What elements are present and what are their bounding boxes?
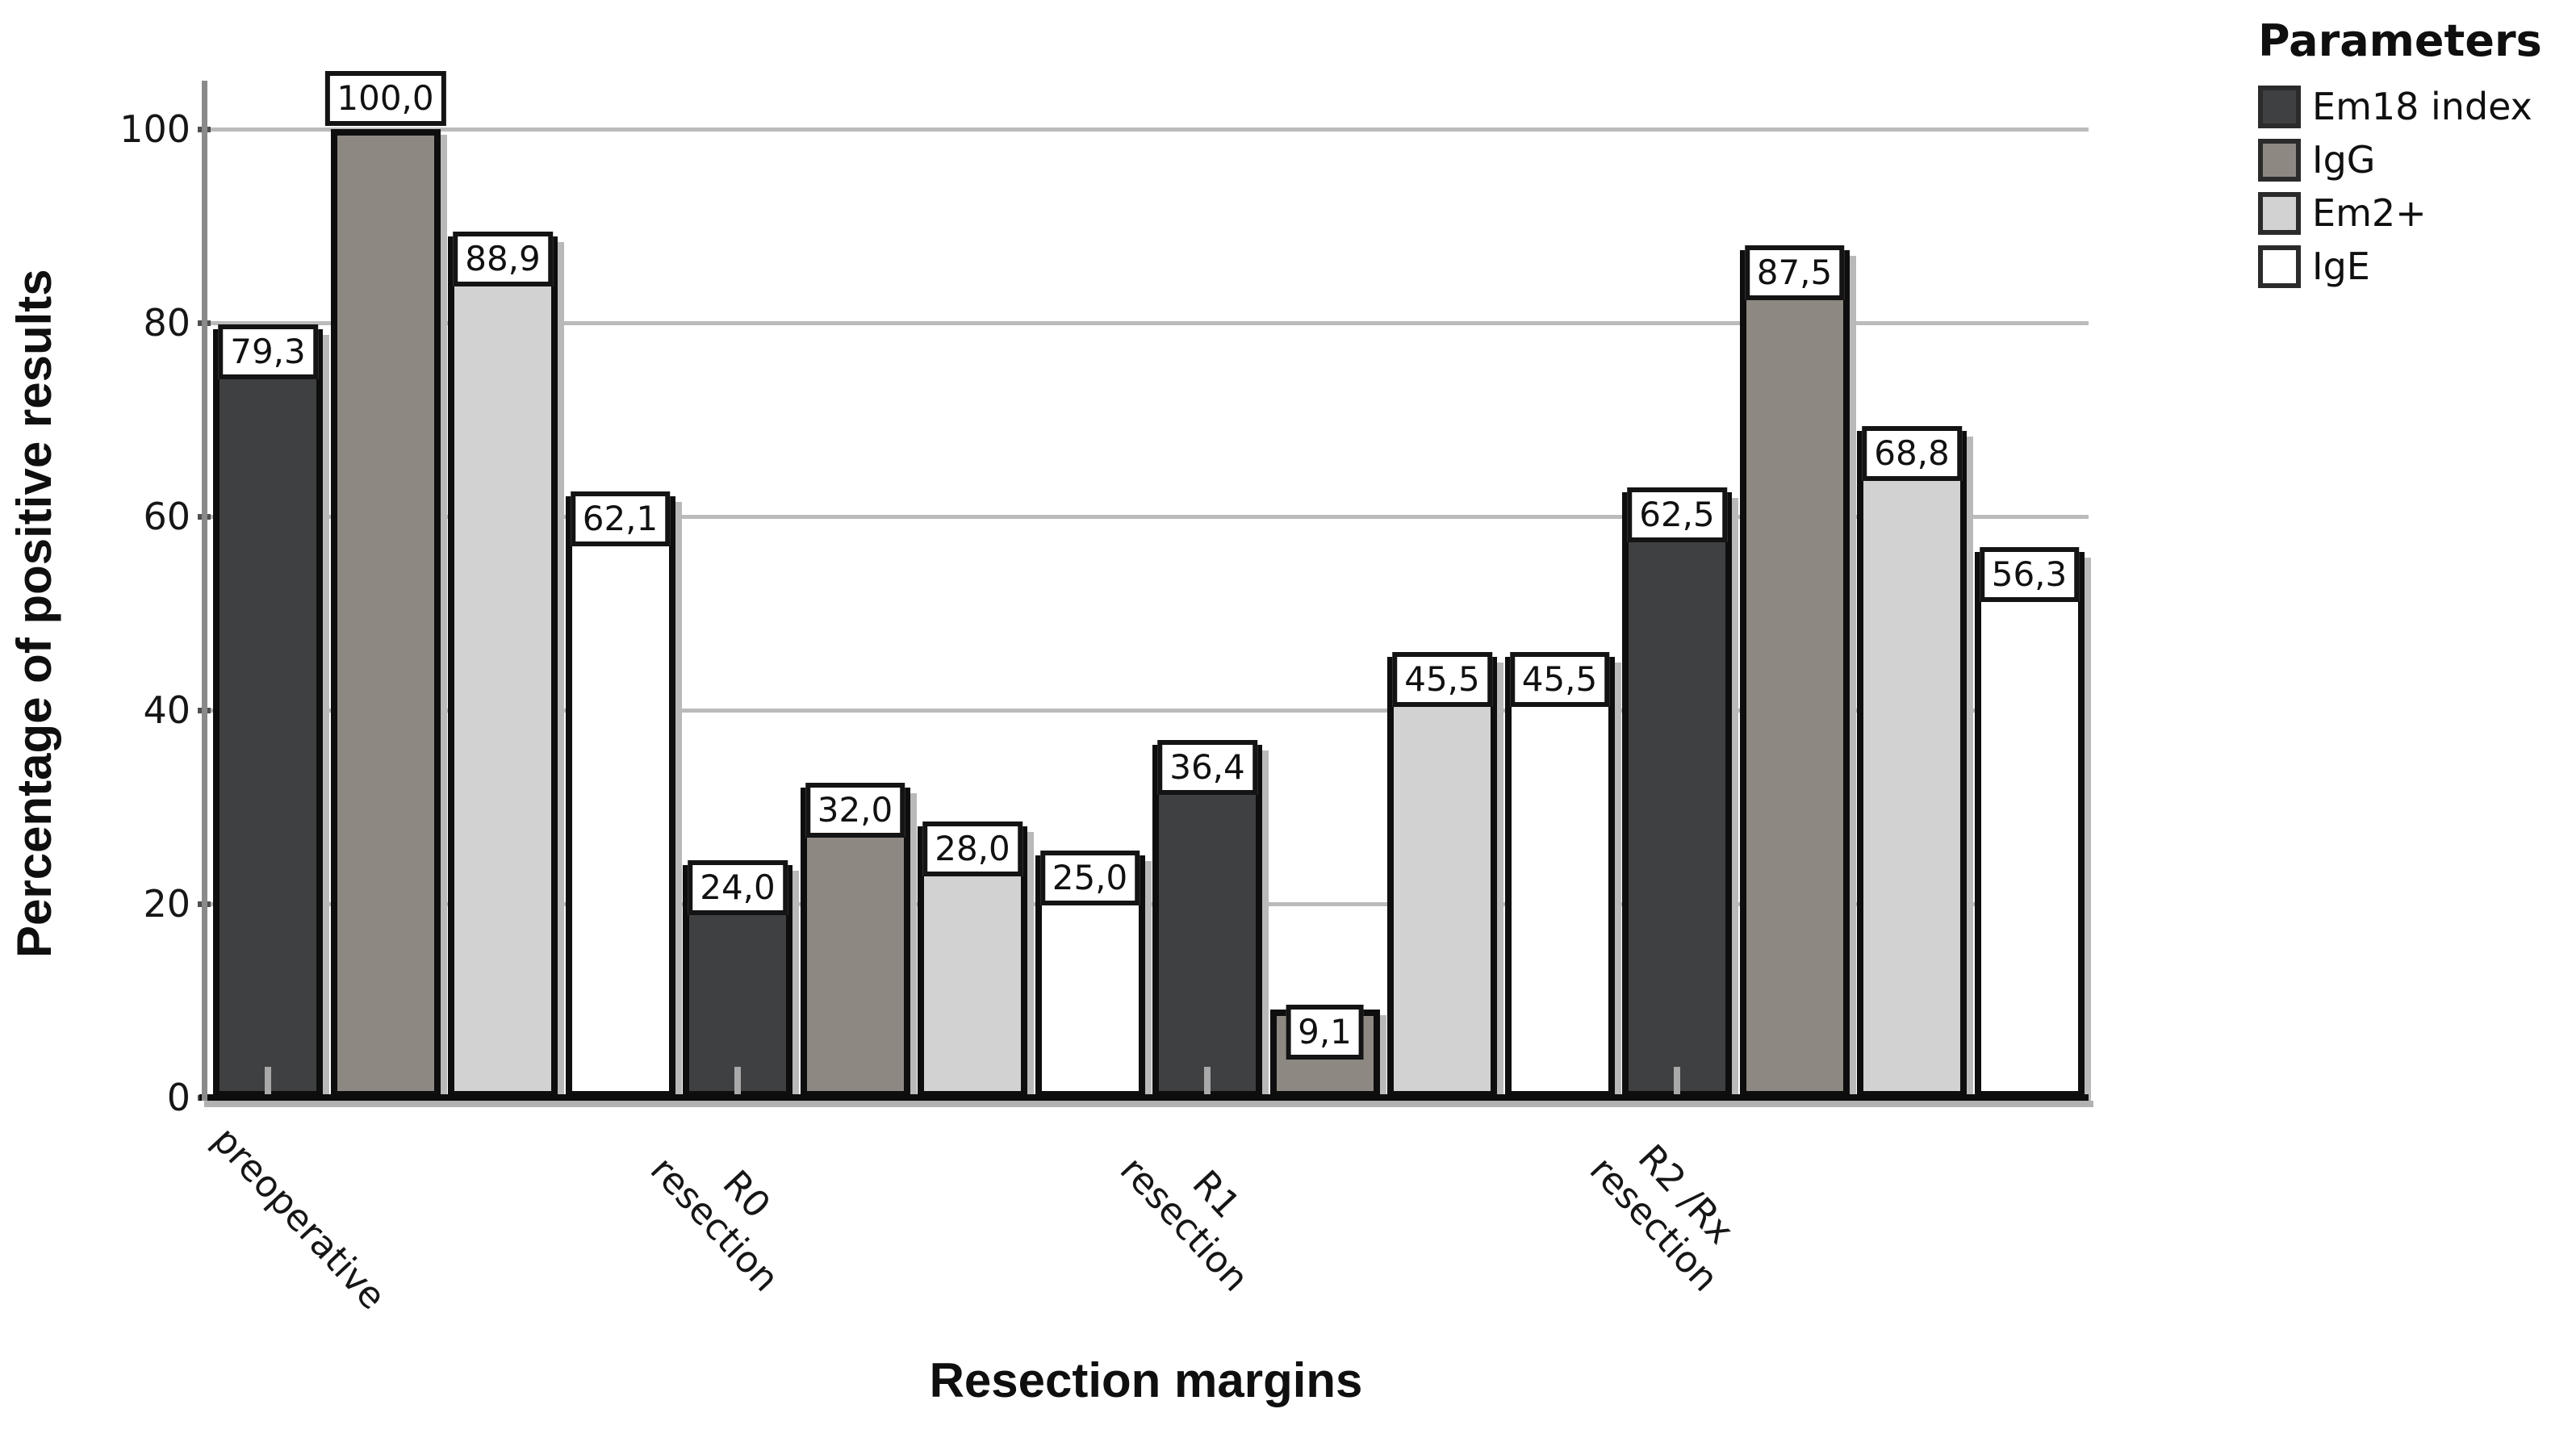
value-label-em2-r2-rx-resection: 68,8 <box>1862 426 1962 482</box>
bar-ige-r2-rx-resection <box>1974 552 2085 1097</box>
category-label-r1-resection: R1 resection <box>1111 1148 1257 1300</box>
bar-em18-index-preoperative <box>213 329 323 1097</box>
bar-ige-r1-resection <box>1504 657 1615 1097</box>
legend-label-em2: Em2+ <box>2312 191 2427 235</box>
gridline-60 <box>199 515 2089 519</box>
category-label-preoperative: preoperative <box>204 1118 395 1318</box>
legend-item-em18-index: Em18 index <box>2258 86 2542 128</box>
value-label-igg-r0-resection: 32,0 <box>805 783 905 838</box>
legend-title: Parameters <box>2258 15 2542 66</box>
bar-em2-preoperative <box>448 236 558 1097</box>
category-tick-r1-resection <box>1204 1067 1211 1096</box>
category-tick-r2-rx-resection <box>1674 1067 1680 1096</box>
y-axis-line <box>202 81 207 1101</box>
gridline-80 <box>199 321 2089 325</box>
value-label-ige-preoperative: 62,1 <box>570 491 671 546</box>
x-axis-shadow <box>204 1101 2093 1107</box>
value-label-em18-index-r0-resection: 24,0 <box>688 860 788 915</box>
value-label-em18-index-preoperative: 79,3 <box>218 324 318 380</box>
value-label-em18-index-r1-resection: 36,4 <box>1157 740 1257 796</box>
value-label-igg-r2-rx-resection: 87,5 <box>1744 245 1845 300</box>
bar-em2-r2-rx-resection <box>1857 431 1967 1097</box>
value-label-em2-r0-resection: 28,0 <box>922 822 1022 876</box>
legend: Parameters Em18 index IgG Em2+ IgE <box>2258 15 2542 299</box>
bar-igg-r2-rx-resection <box>1739 250 1850 1097</box>
category-label-r2-rx-resection: R2 /Rx resection <box>1581 1135 1742 1300</box>
bar-em2-r1-resection <box>1387 657 1497 1097</box>
bar-igg-preoperative <box>330 129 441 1097</box>
legend-swatch-em18-index <box>2258 86 2301 128</box>
category-tick-preoperative <box>265 1067 271 1096</box>
legend-label-ige: IgE <box>2312 245 2370 288</box>
legend-swatch-igg <box>2258 139 2301 182</box>
legend-swatch-ige <box>2258 245 2301 288</box>
value-label-ige-r2-rx-resection: 56,3 <box>1979 547 2080 603</box>
value-label-igg-r1-resection: 9,1 <box>1286 1004 1364 1060</box>
legend-item-igg: IgG <box>2258 139 2542 182</box>
legend-label-igg: IgG <box>2312 138 2376 182</box>
value-label-em2-preoperative: 88,9 <box>453 232 553 287</box>
legend-item-em2: Em2+ <box>2258 192 2542 235</box>
category-label-r0-resection: R0 resection <box>642 1148 788 1300</box>
value-label-ige-r1-resection: 45,5 <box>1509 652 1610 707</box>
bar-igg-r0-resection <box>800 788 910 1097</box>
gridline-100 <box>199 128 2089 132</box>
y-tick-label-100: 100 <box>119 107 190 151</box>
value-label-igg-preoperative: 100,0 <box>324 71 446 126</box>
value-label-ige-r0-resection: 25,0 <box>1039 851 1140 905</box>
bar-em18-index-r2-rx-resection <box>1622 492 1732 1097</box>
x-axis-title: Resection margins <box>929 1353 1363 1407</box>
y-tick-label-80: 80 <box>143 301 190 345</box>
gridline-40 <box>199 709 2089 713</box>
value-label-em18-index-r2-rx-resection: 62,5 <box>1627 487 1727 542</box>
x-axis-line <box>199 1094 2089 1101</box>
legend-items: Em18 index IgG Em2+ IgE <box>2258 86 2542 288</box>
y-axis-title: Percentage of positive results <box>7 269 61 958</box>
y-tick-label-0: 0 <box>166 1076 190 1119</box>
y-tick-label-60: 60 <box>143 495 190 538</box>
legend-swatch-em2 <box>2258 192 2301 235</box>
legend-item-ige: IgE <box>2258 245 2542 288</box>
category-tick-r0-resection <box>734 1067 741 1096</box>
value-label-em2-r1-resection: 45,5 <box>1392 652 1492 707</box>
bar-em18-index-r1-resection <box>1152 745 1262 1097</box>
y-tick-label-40: 40 <box>143 688 190 732</box>
bar-ige-preoperative <box>565 495 675 1097</box>
y-tick-label-20: 20 <box>143 882 190 926</box>
legend-label-em18-index: Em18 index <box>2312 85 2532 128</box>
